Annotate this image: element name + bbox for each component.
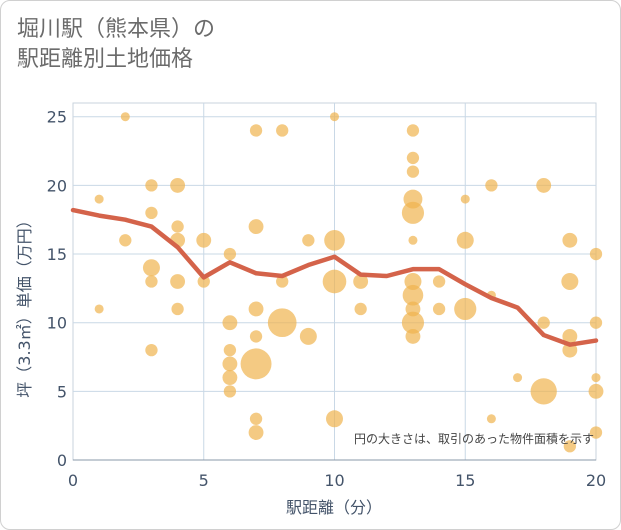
y-tick-label: 15 [47,245,67,264]
bubble-point [402,284,424,306]
bubble-point [249,330,263,343]
y-tick-label: 0 [57,451,67,470]
bubble-point [404,273,422,290]
bubble-point [248,425,264,440]
bubble-point [562,328,578,344]
bubble-point [354,302,367,316]
bubble-point [401,201,425,224]
bubble-point [223,385,237,398]
bubble-point [330,112,339,122]
grid-lines [73,103,596,461]
y-tick-label: 20 [47,176,67,195]
bubble-point [145,179,158,192]
bubble-point [432,275,446,288]
trend-layer [70,207,599,347]
bubble-point [145,206,158,220]
bubble-point [589,247,603,261]
bubble-point [456,231,474,249]
bubble-point [513,373,523,383]
bubble-point [222,356,238,372]
bubble-point [119,234,132,247]
bubble-point [591,373,601,383]
bubble-point [170,177,186,193]
bubble-point [405,301,421,317]
bubble-point [249,412,263,425]
bubble-size-note: 円の大きさは、取引のあった物件面積を示す [354,431,594,446]
bubble-point [561,273,579,290]
bubble-point [460,194,470,204]
x-tick-label: 5 [199,471,209,490]
bubble-point [145,275,158,288]
bubble-point [223,343,237,357]
y-tick-label: 25 [47,108,67,127]
bubbles-layer [94,112,604,453]
bubble-point [249,124,263,137]
bubble-point [196,232,212,248]
bubble-point [94,194,104,204]
x-tick-label: 10 [324,471,344,490]
x-axis-label: 駅距離（分） [286,498,382,517]
bubble-point [536,177,552,193]
bubble-point [432,302,446,316]
bubble-point [222,315,238,331]
x-tick-label: 0 [68,471,78,490]
bubble-point [588,383,604,399]
chart-title: 堀川駅（熊本県）の 駅距離別土地価格 [17,15,215,75]
bubble-point [485,179,498,192]
bubble-point [563,440,577,453]
bubble-point [408,235,418,245]
bubble-point [94,304,104,314]
bubble-point [299,327,317,345]
bubble-point [530,378,557,405]
y-tick-label: 10 [47,314,67,333]
bubble-point [403,189,423,209]
bubble-point [589,316,603,329]
bubble-point [222,370,238,386]
bubble-point [454,297,477,321]
bubble-point [276,124,289,137]
bubble-point [170,274,186,289]
bubble-point [267,308,297,338]
bubble-point [223,247,237,261]
bubble-point [401,311,425,334]
trend-line [70,207,599,347]
bubble-point [406,124,420,137]
bubble-point [248,219,264,235]
x-tick-label: 20 [586,471,606,490]
bubble-point [589,426,603,439]
bubble-point [240,348,272,380]
bubble-point [145,343,158,357]
bubble-point [197,275,210,288]
tick-labels: 0 5 10 15 20 0 5 10 15 20 25 [47,108,607,490]
bubble-point [486,414,496,424]
bubble-point [537,316,550,329]
bubble-point [120,112,130,122]
bubble-point [562,342,578,358]
y-tick-label: 5 [57,382,67,401]
bubble-point [142,259,160,277]
bubble-point [562,232,578,248]
bubble-point [406,165,420,178]
bubble-point [406,151,420,165]
bubble-point [302,234,315,247]
bubble-point [276,275,289,288]
bubble-point [405,328,421,344]
y-axis-label: 坪（3.3㎡）単価（万円） [15,212,34,397]
bubble-point [322,269,347,294]
bubble-point [353,274,369,289]
chart-title-line1: 堀川駅（熊本県）の [17,17,216,42]
bubble-point [248,301,264,317]
x-tick-label: 15 [455,471,475,490]
bubble-point [324,230,345,251]
bubble-point [171,302,184,316]
bubble-point [171,220,184,233]
chart-title-line2: 駅距離別土地価格 [17,47,194,72]
bubble-point [326,410,343,428]
